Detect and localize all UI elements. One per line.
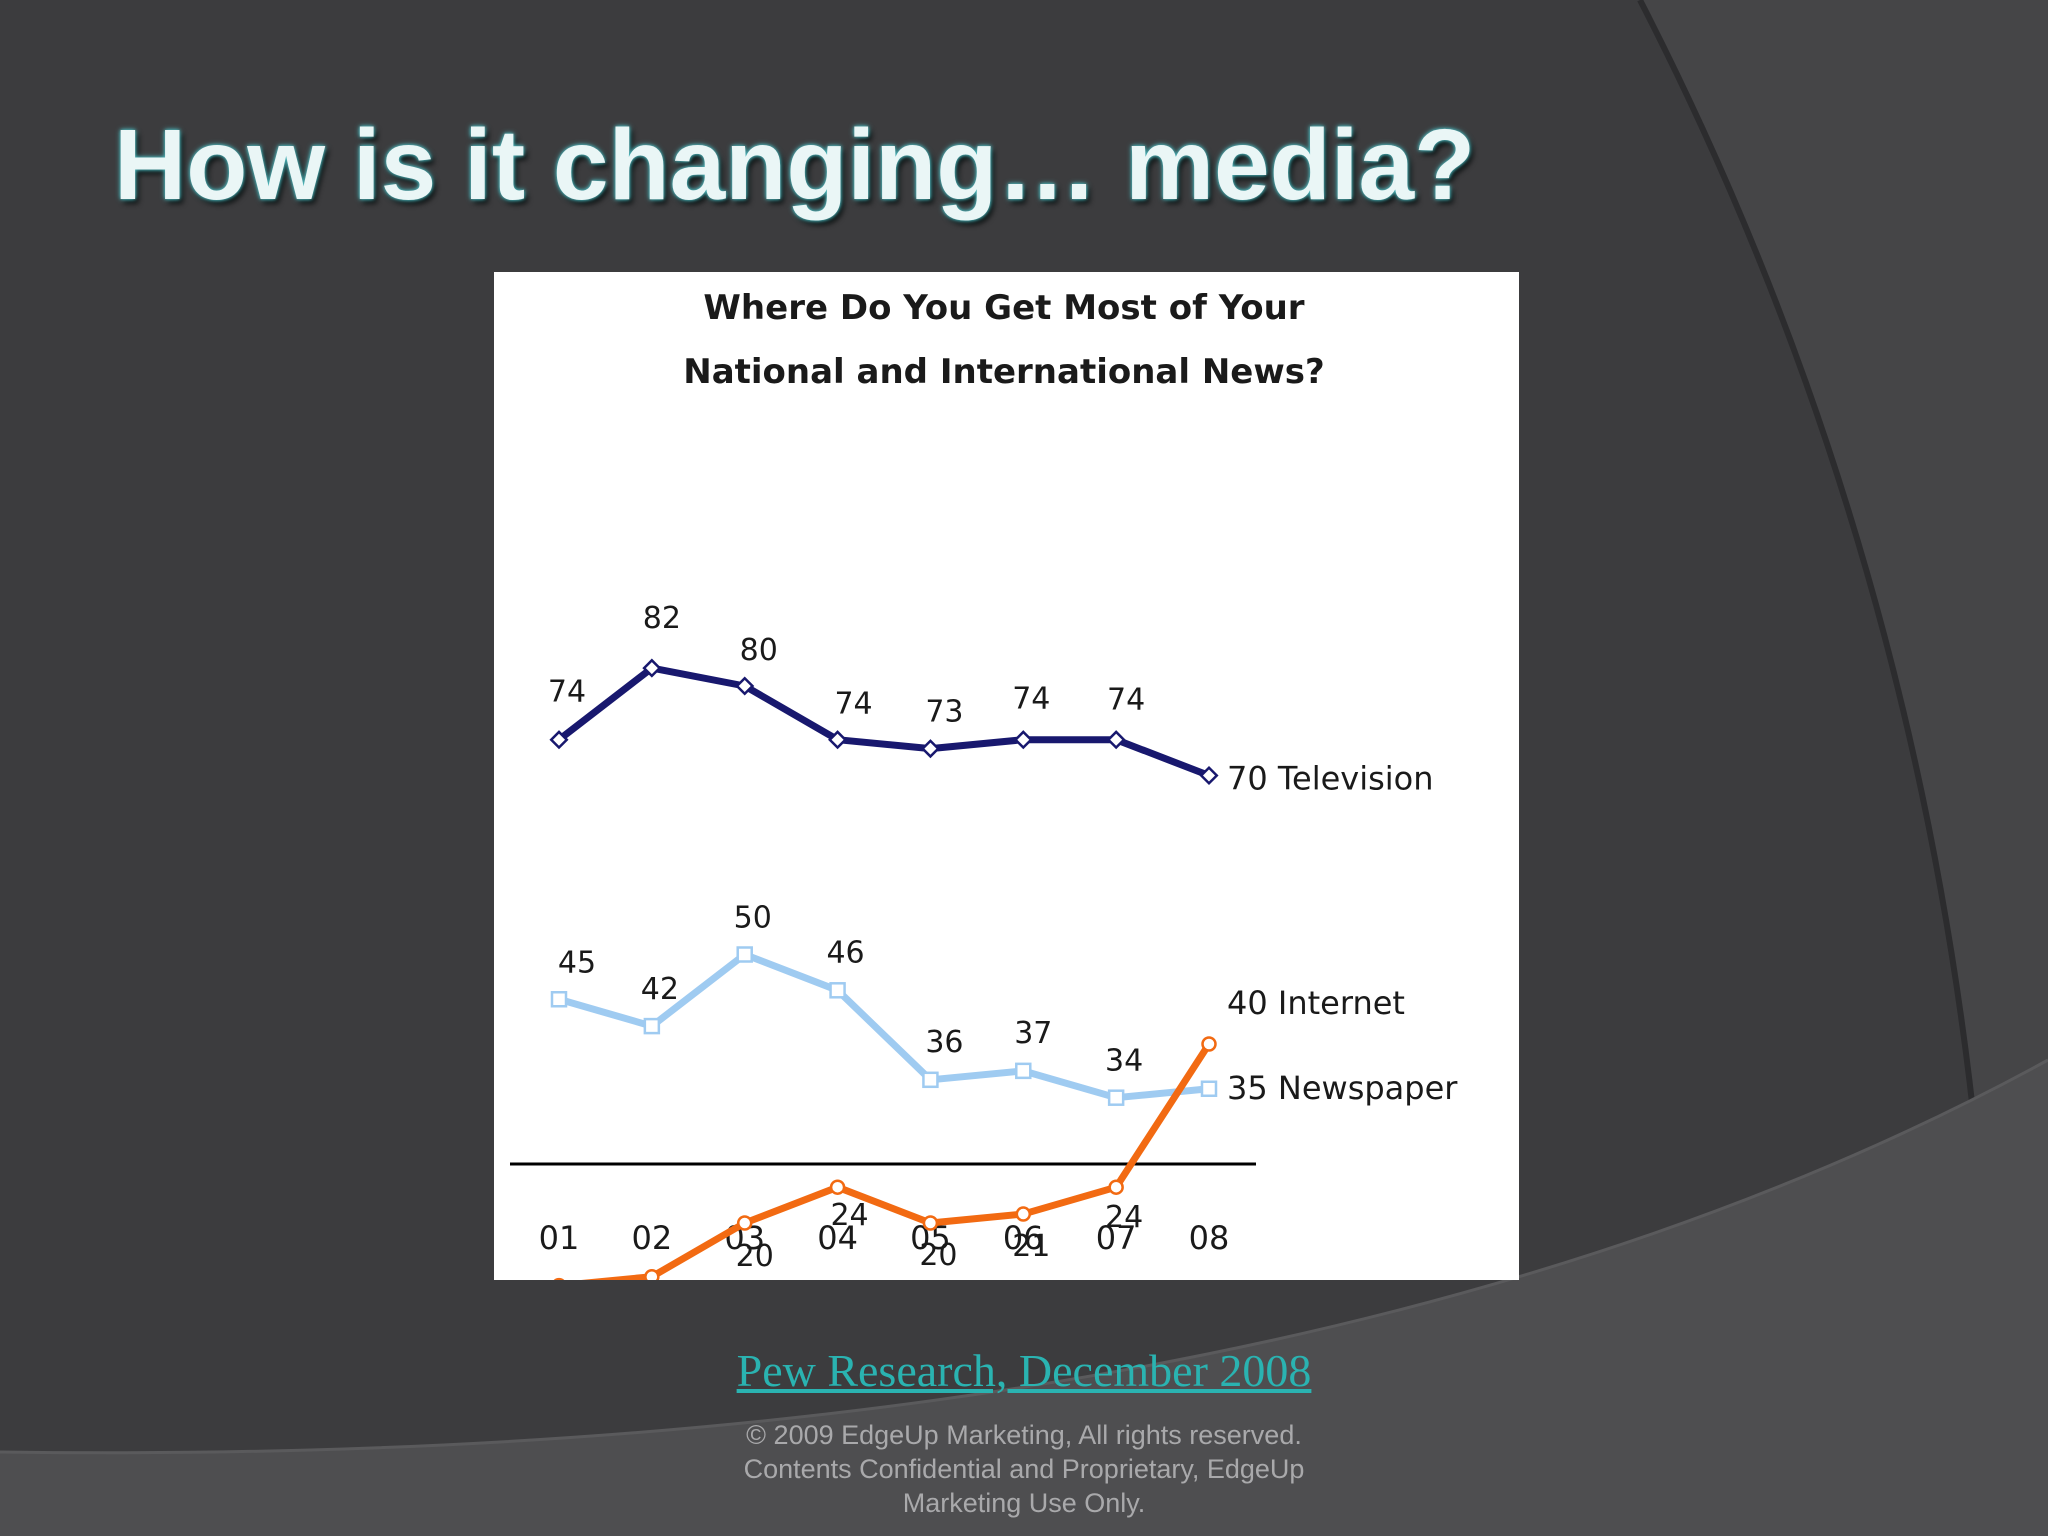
television-data-label: 80 [740,633,778,668]
internet-point [922,1215,939,1231]
background-swoosh-edge [0,1058,2048,1455]
newspaper-point [643,1017,661,1035]
newspaper-end-label: 35 Newspaper [1227,1069,1458,1107]
chart-panel: Where Do You Get Most of Your National a… [494,272,1519,1280]
x-tick-label: 08 [1189,1219,1230,1257]
internet-data-label: 24 [1105,1200,1143,1235]
newspaper-point [1015,1062,1032,1080]
television-point [920,739,940,759]
television-point [735,676,755,696]
internet-point [644,1268,660,1280]
newspaper-point [922,1071,939,1089]
series-television: 74 82 80 74 73 74 74 70 Television [548,601,1434,797]
television-data-label: 74 [834,687,872,722]
television-point [1106,730,1126,750]
series-newspaper: 45 42 50 46 36 37 34 35 Newspaper [550,901,1458,1107]
internet-data-label: 20 [736,1239,774,1274]
television-line [556,664,1211,779]
internet-end-label: 40 Internet [1227,984,1405,1022]
chart-title-line-2: National and International News? [683,352,1325,392]
internet-point [1201,1036,1217,1052]
internet-point [736,1215,753,1231]
x-tick-label: 06 [1003,1219,1044,1257]
newspaper-data-label: 45 [558,945,596,980]
newspaper-data-label: 50 [734,901,772,936]
television-point [1013,730,1033,750]
television-point [549,730,569,750]
newspaper-point [1200,1080,1218,1097]
internet-point [1015,1206,1032,1222]
x-axis-tick-labels: 01 02 03 04 05 06 07 08 [539,1219,1230,1257]
internet-point [1108,1179,1124,1195]
x-tick-label: 02 [631,1219,672,1257]
internet-line [581,1042,1212,1280]
background-swoosh [0,1060,2048,1536]
internet-point [553,1277,565,1280]
internet-data-label: 24 [830,1198,868,1233]
internet-data-label: 20 [919,1238,957,1273]
x-tick-label: 04 [817,1219,858,1257]
television-data-label: 73 [925,695,963,730]
newspaper-point [829,982,846,999]
footer-line-3: Marketing Use Only. [902,1488,1146,1518]
footer-line-1: © 2009 EdgeUp Marketing, All rights rese… [746,1420,1302,1450]
background-arc-right [1640,0,2048,1536]
internet-data-label: 21 [1012,1229,1050,1264]
footer-line-2: Contents Confidential and Proprietary, E… [743,1454,1305,1484]
copyright-footer: © 2009 EdgeUp Marketing, All rights rese… [0,1418,2048,1520]
newspaper-line [558,951,1210,1102]
newspaper-point [550,991,568,1008]
newspaper-point [1107,1089,1125,1106]
television-point [1199,765,1219,786]
slide-title: How is it changing… media? [114,109,1476,221]
newspaper-point [736,946,753,963]
newspaper-data-label: 36 [925,1025,963,1060]
news-source-line-chart: Where Do You Get Most of Your National a… [510,288,1458,1280]
x-tick-label: 07 [1096,1219,1137,1257]
source-citation: Pew Research, December 2008 [0,1344,2048,1397]
x-tick-label: 01 [539,1219,580,1257]
television-data-label: 74 [1012,682,1050,717]
chart-title-line-1: Where Do You Get Most of Your [703,288,1304,328]
series-layer: 74 82 80 74 73 74 74 70 Television 45 42 50 46 36 37 3… [548,601,1458,1280]
newspaper-data-label: 37 [1014,1016,1052,1051]
television-data-label: 74 [1107,683,1145,718]
television-data-label: 82 [643,601,681,636]
television-data-label: 74 [548,675,586,710]
newspaper-data-label: 46 [826,935,864,970]
television-end-label: 70 Television [1227,760,1434,798]
newspaper-data-label: 42 [641,972,679,1007]
series-internet: 1314202420212440 Internet [553,984,1405,1280]
source-link[interactable]: Pew Research, December 2008 [736,1345,1312,1396]
newspaper-data-label: 34 [1105,1044,1143,1079]
television-point [828,730,848,750]
internet-point [829,1179,846,1195]
television-point [642,658,662,678]
